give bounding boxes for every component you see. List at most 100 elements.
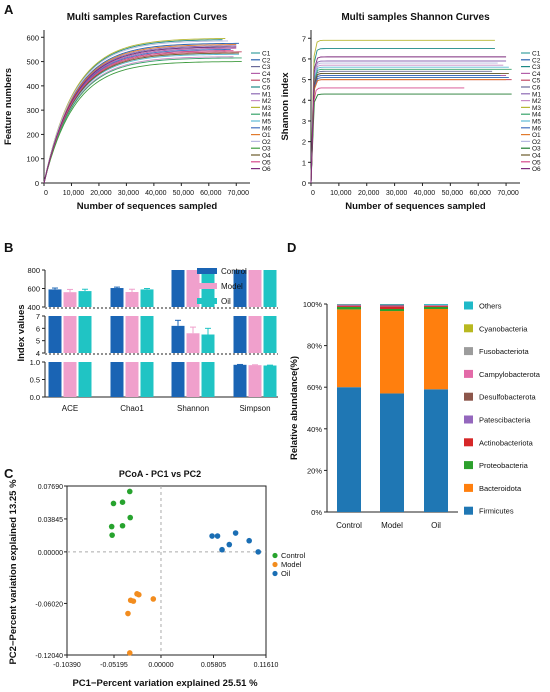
y-tick-label: 60% (307, 383, 322, 392)
y-tick-label: 3 (302, 117, 306, 126)
point-oil (209, 533, 215, 539)
legend-label: O4 (532, 153, 541, 160)
legend-swatch (464, 483, 473, 492)
legend-label: O4 (262, 153, 271, 160)
series-line-c1 (43, 46, 231, 184)
stack-segment-others (380, 304, 404, 305)
y-tick-label: 80% (307, 342, 322, 351)
legend-swatch (464, 415, 473, 424)
bar-oil (78, 316, 92, 353)
series-line-o3 (310, 93, 512, 184)
point-control (119, 522, 126, 529)
series-line-c2 (310, 77, 509, 184)
legend-swatch (197, 283, 217, 289)
legend-swatch (464, 301, 473, 310)
series-line-m6 (310, 75, 501, 184)
legend-swatch (464, 347, 473, 356)
stack-segment-firmicutes (424, 389, 448, 512)
legend-label: O5 (532, 159, 541, 166)
legend-label: Patescibacteria (479, 416, 531, 425)
y-tick-label: 0.0 (30, 393, 40, 402)
x-tick-label: 30,000 (386, 190, 408, 197)
x-tick-label: 60,000 (200, 190, 222, 197)
panel-letter-a: A (4, 2, 14, 17)
legend-label: C5 (532, 78, 541, 85)
legend-label: Model (281, 560, 302, 569)
x-tick-label: -0.10390 (53, 662, 81, 669)
bar-oil (263, 270, 277, 307)
bar-control (48, 362, 62, 397)
x-tick-label: 20,000 (90, 190, 112, 197)
bar-control (48, 316, 62, 353)
legend-label: C1 (532, 51, 541, 58)
series-line-c4 (43, 47, 237, 184)
bar-model (125, 362, 139, 397)
bar-control (110, 288, 124, 307)
legend-label: Cyanobacteria (479, 324, 528, 333)
legend-label: O3 (532, 146, 541, 153)
bar-model (248, 316, 262, 353)
bar-model (186, 333, 200, 353)
stack-segment-proteobacteria (337, 306, 361, 310)
point-control (119, 499, 126, 505)
x-tick-label: 70,000 (497, 190, 519, 197)
series-line-c3 (310, 48, 495, 184)
y-axis-label: Relative abundance(%) (289, 356, 300, 460)
legend-label: C4 (532, 71, 541, 78)
y-tick-label: 20% (307, 466, 322, 475)
bar-control (233, 270, 247, 307)
point-model (150, 596, 157, 602)
series-line-m6 (43, 48, 231, 184)
x-tick-label: 0.11610 (254, 662, 279, 669)
series-line-o4 (310, 72, 509, 184)
point-oil (214, 533, 221, 539)
legend-label: M1 (532, 91, 541, 98)
x-tick-label: 50,000 (173, 190, 195, 197)
x-tick-label: 50,000 (442, 190, 464, 197)
series-line-m3 (43, 38, 226, 184)
y-tick-label: 1 (302, 158, 306, 167)
y-axis-label: Shannon index (280, 72, 291, 141)
point-oil (255, 549, 262, 555)
stack-segment-bacteroidota (337, 309, 361, 388)
legend-marker (272, 552, 278, 559)
y-tick-label: 7 (302, 34, 306, 43)
x-tick-label: ACE (62, 404, 78, 413)
series-line-o1 (310, 79, 507, 184)
legend-label: O2 (262, 139, 271, 146)
y-axis-label: Feature numbers (3, 68, 14, 145)
legend-label: Fusobacteriota (479, 347, 529, 356)
bar-control (171, 325, 185, 353)
y-tick-label: 7 (36, 312, 40, 321)
y-tick-label: 4 (302, 96, 306, 105)
legend-label: O6 (262, 166, 271, 173)
legend-swatch (464, 392, 473, 401)
stack-segment-actinobacteriota (380, 306, 404, 309)
series-line-m4 (310, 68, 512, 184)
y-tick-label: 500 (26, 58, 39, 67)
legend-swatch (464, 461, 473, 470)
bar-model (63, 362, 77, 397)
alpha-diversity-bar-chart: Index values 400 600 800 4 5 6 7 0.0 0.5 1.0 ACE Cha… (16, 266, 278, 413)
x-tick-label: Simpson (239, 404, 270, 413)
legend-label: C3 (532, 64, 541, 71)
y-tick-label: -0.06020 (35, 601, 63, 608)
legend-label: Proteobacteria (479, 461, 529, 470)
series-line-m5 (310, 66, 509, 184)
bar-oil (201, 362, 215, 397)
x-axis-label: Number of sequences sampled (345, 201, 486, 212)
x-tick-label: 30,000 (118, 190, 140, 197)
legend-label: O1 (262, 132, 271, 139)
y-tick-label: 0.00000 (38, 550, 63, 557)
legend-label: C6 (262, 85, 271, 92)
x-tick-label: 0.00000 (148, 662, 173, 669)
series-line-o2 (310, 62, 498, 184)
point-oil (246, 537, 252, 544)
legend-label: Campylobacterota (479, 370, 541, 379)
point-control (108, 523, 115, 530)
y-tick-label: 5 (302, 76, 306, 85)
series-line-o6 (43, 46, 237, 184)
legend-label: M5 (262, 119, 271, 126)
point-model (126, 650, 133, 656)
stack-segment-patescibacteria (380, 305, 404, 307)
